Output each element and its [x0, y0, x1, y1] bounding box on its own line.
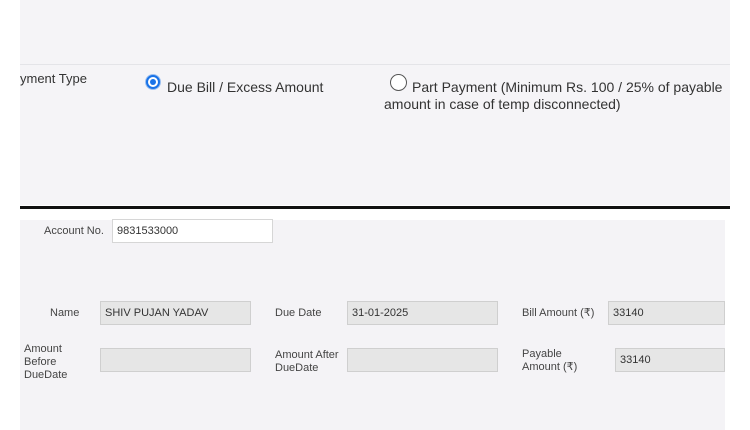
amount-before-field [100, 348, 251, 372]
payable-amount-field: 33140 [615, 348, 725, 372]
name-label: Name [50, 307, 80, 319]
radio-due-bill-label[interactable]: Due Bill / Excess Amount [167, 79, 324, 95]
bill-details-panel [20, 220, 725, 430]
radio-part-payment-label-line1[interactable]: Part Payment (Minimum Rs. 100 / 25% of p… [412, 79, 723, 95]
account-no-input[interactable]: 9831533000 [112, 219, 273, 243]
divider [20, 64, 730, 65]
due-date-field: 31-01-2025 [347, 301, 498, 325]
radio-part-payment[interactable] [390, 74, 407, 91]
radio-due-bill[interactable] [146, 75, 160, 89]
payable-amount-label: Payable Amount (₹) [522, 348, 578, 373]
amount-after-field [347, 348, 498, 372]
section-divider [20, 206, 730, 209]
amount-after-label: Amount After DueDate [275, 349, 339, 374]
bill-amount-field: 33140 [608, 301, 725, 325]
amount-before-label: Amount Before DueDate [24, 343, 68, 381]
due-date-label: Due Date [275, 307, 322, 319]
radio-part-payment-label-line2[interactable]: amount in case of temp disconnected) [384, 96, 621, 112]
name-field: SHIV PUJAN YADAV [100, 301, 251, 325]
payment-type-label: yment Type [20, 71, 87, 86]
bill-amount-label: Bill Amount (₹) [522, 307, 595, 319]
payment-type-panel [20, 0, 730, 205]
account-no-label: Account No. [44, 225, 104, 237]
